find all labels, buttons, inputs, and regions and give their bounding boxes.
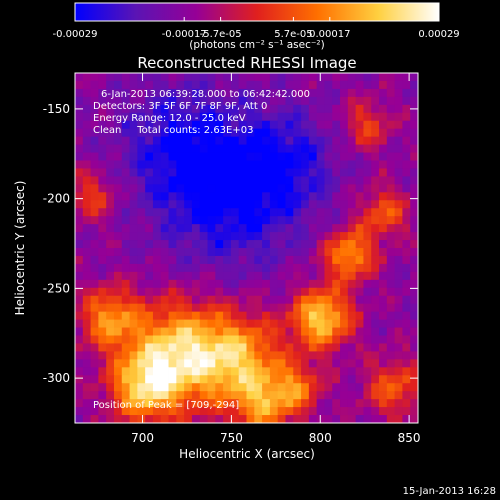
y-tick-label: -250	[43, 281, 70, 295]
energy-range-label: Energy Range: 12.0 - 25.0 keV	[93, 113, 246, 124]
colorbar-tick-label: -0.00029	[53, 29, 98, 40]
colorbar: -0.00029 -0.00017-5.7e-05 5.7e-050.00017 0.…	[53, 2, 460, 51]
y-tick-label: -150	[43, 102, 70, 116]
colorbar-tick-label: 0.00029	[418, 29, 459, 40]
time-range-label: 6-Jan-2013 06:39:28.000 to 06:42:42.000	[101, 89, 310, 100]
x-tick-label: 750	[220, 431, 243, 445]
colorbar-tick-label: 5.7e-05	[274, 29, 312, 40]
colorbar-tick-label: -5.7e-05	[200, 29, 242, 40]
y-axis-label: Heliocentric Y (arcsec)	[13, 181, 27, 316]
method-counts-label: Clean Total counts: 2.63E+03	[93, 125, 253, 136]
x-tick-label: 850	[398, 431, 421, 445]
detectors-label: Detectors: 3F 5F 6F 7F 8F 9F, Att 0	[93, 101, 267, 112]
x-tick-label: 800	[309, 431, 332, 445]
peak-position-label: Position of Peak = [709,-294]	[93, 400, 239, 411]
colorbar-unit-label: (photons cm⁻² s⁻¹ asec⁻²)	[189, 39, 324, 51]
reconstructed-image	[75, 73, 418, 423]
plot-frame	[74, 72, 419, 424]
x-tick-label: 700	[131, 431, 154, 445]
x-axis-label: Heliocentric X (arcsec)	[179, 447, 315, 461]
image-area	[74, 72, 419, 424]
colorbar-tick-label: 0.00017	[309, 29, 350, 40]
colorbar-tick-label: -0.00017	[162, 29, 207, 40]
y-tick-label: -300	[43, 371, 70, 385]
y-tick-label: -200	[43, 192, 70, 206]
footer-timestamp: 15-Jan-2013 16:28	[403, 486, 496, 497]
colorbar-gradient	[74, 2, 440, 22]
annotations: 6-Jan-2013 06:39:28.000 to 06:42:42.000 …	[93, 89, 310, 411]
plot-title: Reconstructed RHESSI Image	[137, 54, 356, 72]
